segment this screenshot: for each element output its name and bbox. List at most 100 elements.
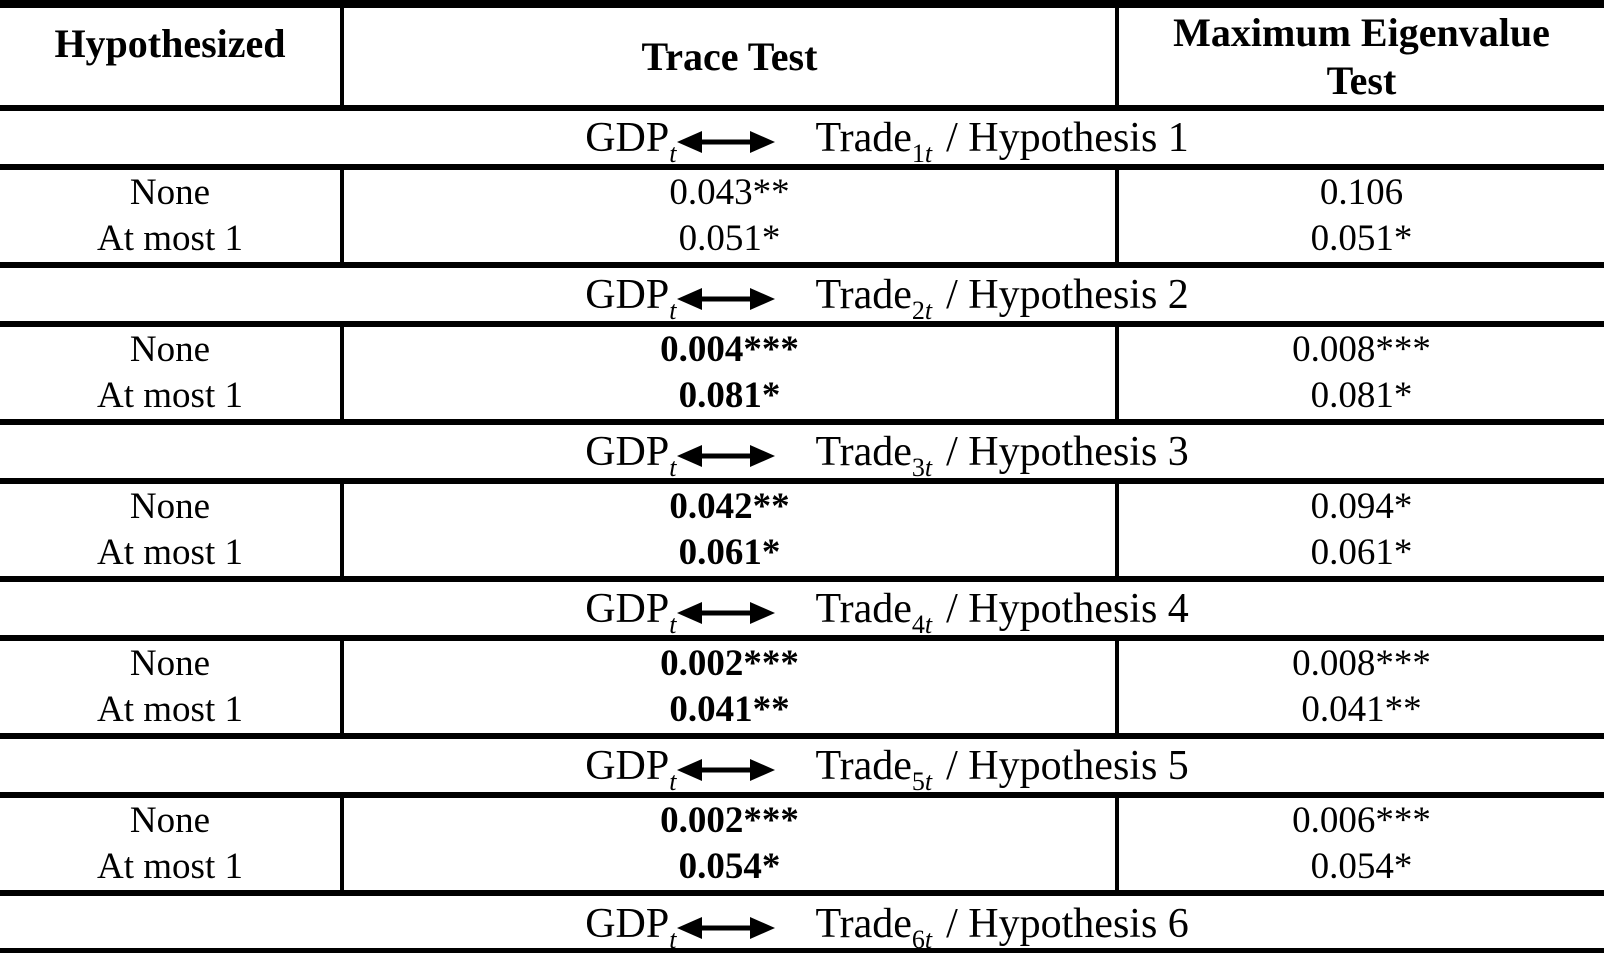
trade-label: Trade xyxy=(815,585,912,632)
trace-value: 0.004*** xyxy=(660,329,799,370)
hypothesis-1-group-row: GDPt Trade1t / Hypothesis 1 xyxy=(0,111,1604,170)
group-label: GDPt Trade5t / Hypothesis 5 xyxy=(585,742,1189,795)
trade-label: Trade xyxy=(815,271,912,318)
hypothesis-label: / Hypothesis 4 xyxy=(946,585,1189,632)
group-label: GDPt Trade3t / Hypothesis 3 xyxy=(585,428,1189,481)
trade-subscript: 1t xyxy=(911,138,933,168)
max-eigenvalue-value: 0.094* xyxy=(1310,486,1413,527)
bidirectional-arrow-icon xyxy=(677,917,776,939)
gdp-label: GDP xyxy=(585,742,670,789)
row-label-none: None xyxy=(129,486,211,527)
trace-test-cell: 0.004*** 0.081* xyxy=(344,327,1119,419)
trade-label: Trade xyxy=(815,742,912,789)
hypothesis-6-group-row: GDPt Trade6t / Hypothesis 6 xyxy=(0,896,1604,948)
row-label-none: None xyxy=(129,643,211,684)
hypothesized-cell: None At most 1 xyxy=(0,170,344,262)
gdp-subscript: t xyxy=(669,609,677,639)
max-eigenvalue-value: 0.041** xyxy=(1301,689,1422,730)
group-label: GDPt Trade6t / Hypothesis 6 xyxy=(585,900,1189,948)
max-eigenvalue-value: 0.008*** xyxy=(1292,329,1431,370)
trace-value: 0.081* xyxy=(678,375,781,416)
hypothesized-cell: None At most 1 xyxy=(0,327,344,419)
max-eigenvalue-value: 0.081* xyxy=(1310,375,1413,416)
row-label-at-most-1: At most 1 xyxy=(97,689,243,730)
bidirectional-arrow-icon xyxy=(677,287,776,310)
hypothesis-label: / Hypothesis 5 xyxy=(946,742,1189,789)
max-eigenvalue-value: 0.008*** xyxy=(1292,643,1431,684)
group-label: GDPt Trade1t / Hypothesis 1 xyxy=(585,114,1189,167)
gdp-label: GDP xyxy=(585,271,670,318)
header-trace-test: Trace Test xyxy=(344,8,1119,105)
bidirectional-arrow-icon xyxy=(677,758,776,781)
max-eigenvalue-value: 0.054* xyxy=(1310,846,1413,887)
group-label: GDPt Trade4t / Hypothesis 4 xyxy=(585,585,1189,638)
max-eigenvalue-cell: 0.008*** 0.041** xyxy=(1119,641,1604,733)
gdp-subscript: t xyxy=(669,138,677,168)
gdp-label: GDP xyxy=(585,114,670,161)
hypothesis-label: / Hypothesis 1 xyxy=(946,114,1189,161)
max-eigenvalue-value: 0.106 xyxy=(1319,172,1404,213)
hypothesis-3-group-row: GDPt Trade3t / Hypothesis 3 xyxy=(0,425,1604,484)
trade-subscript: 5t xyxy=(911,766,933,796)
max-eigenvalue-cell: 0.094* 0.061* xyxy=(1119,484,1604,576)
gdp-subscript: t xyxy=(669,452,677,482)
trace-value: 0.054* xyxy=(678,846,781,887)
trade-subscript: 6t xyxy=(911,925,933,953)
trade-subscript: 4t xyxy=(911,609,933,639)
max-eigenvalue-value: 0.006*** xyxy=(1292,800,1431,841)
trace-test-cell: 0.042** 0.061* xyxy=(344,484,1119,576)
row-label-at-most-1: At most 1 xyxy=(97,375,243,416)
trade-subscript: 2t xyxy=(911,295,933,325)
gdp-label: GDP xyxy=(585,585,670,632)
row-label-none: None xyxy=(129,800,211,841)
trade-label: Trade xyxy=(815,901,912,947)
trace-value: 0.061* xyxy=(678,532,781,573)
hypothesis-5-group-row: GDPt Trade5t / Hypothesis 5 xyxy=(0,739,1604,798)
trace-test-cell: 0.043** 0.051* xyxy=(344,170,1119,262)
row-label-at-most-1: At most 1 xyxy=(97,218,243,259)
gdp-label: GDP xyxy=(585,901,670,947)
hypothesis-2-group-row: GDPt Trade2t / Hypothesis 2 xyxy=(0,268,1604,327)
data-row-hypothesis-3: None At most 1 0.042** 0.061* 0.094* 0.0… xyxy=(0,484,1604,582)
trace-test-cell: 0.002*** 0.054* xyxy=(344,798,1119,890)
table-header-row: Hypothesized Trace Test Maximum Eigenval… xyxy=(0,8,1604,111)
hypothesized-cell: None At most 1 xyxy=(0,798,344,890)
row-label-at-most-1: At most 1 xyxy=(97,846,243,887)
bidirectional-arrow-icon xyxy=(677,130,776,153)
gdp-label: GDP xyxy=(585,428,670,475)
header-max-eigenvalue-test: Maximum Eigenvalue Test xyxy=(1173,10,1550,103)
hypothesized-cell: None At most 1 xyxy=(0,641,344,733)
gdp-subscript: t xyxy=(669,295,677,325)
bidirectional-arrow-icon xyxy=(677,601,776,624)
trace-value: 0.051* xyxy=(678,218,781,259)
trade-label: Trade xyxy=(815,428,912,475)
row-label-at-most-1: At most 1 xyxy=(97,532,243,573)
hypothesis-label: / Hypothesis 3 xyxy=(946,428,1189,475)
trace-value: 0.042** xyxy=(669,486,790,527)
data-row-hypothesis-5: None At most 1 0.002*** 0.054* 0.006*** … xyxy=(0,798,1604,896)
trace-value: 0.041** xyxy=(669,689,790,730)
trace-value: 0.002*** xyxy=(660,800,799,841)
trace-value: 0.002*** xyxy=(660,643,799,684)
data-row-hypothesis-4: None At most 1 0.002*** 0.041** 0.008***… xyxy=(0,641,1604,739)
max-eigenvalue-cell: 0.006*** 0.054* xyxy=(1119,798,1604,890)
header-hypothesized: Hypothesized xyxy=(0,8,344,105)
gdp-subscript: t xyxy=(669,766,677,796)
row-label-none: None xyxy=(129,172,211,213)
trade-subscript: 3t xyxy=(911,452,933,482)
max-eigenvalue-value: 0.051* xyxy=(1310,218,1413,259)
group-label: GDPt Trade2t / Hypothesis 2 xyxy=(585,271,1189,324)
trace-test-cell: 0.002*** 0.041** xyxy=(344,641,1119,733)
hypothesis-label: / Hypothesis 6 xyxy=(946,901,1189,947)
data-row-hypothesis-1: None At most 1 0.043** 0.051* 0.106 0.05… xyxy=(0,170,1604,268)
max-eigenvalue-cell: 0.008*** 0.081* xyxy=(1119,327,1604,419)
hypothesized-cell: None At most 1 xyxy=(0,484,344,576)
max-eigenvalue-value: 0.061* xyxy=(1310,532,1413,573)
row-label-none: None xyxy=(129,329,211,370)
bidirectional-arrow-icon xyxy=(677,444,776,467)
gdp-subscript: t xyxy=(669,925,677,953)
hypothesis-label: / Hypothesis 2 xyxy=(946,271,1189,318)
max-eigenvalue-cell: 0.106 0.051* xyxy=(1119,170,1604,262)
trace-value: 0.043** xyxy=(669,172,790,213)
